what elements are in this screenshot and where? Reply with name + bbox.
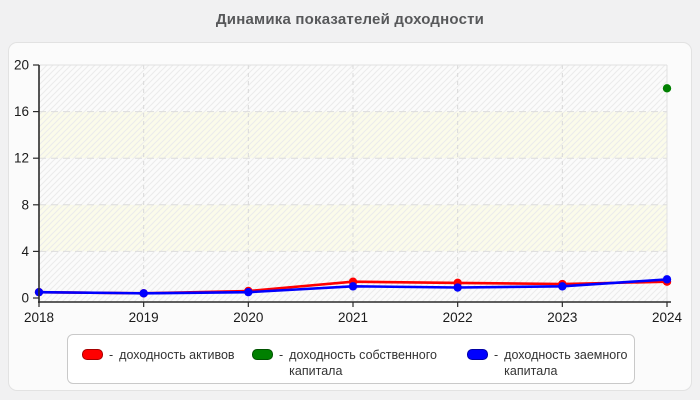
x-tick-label: 2018 <box>24 310 54 325</box>
legend-prefix: - <box>279 348 284 362</box>
series-point-2-2021 <box>348 282 358 291</box>
legend-prefix: - <box>494 348 499 362</box>
legend-item-equity: - доходность собственного капитала <box>252 347 464 379</box>
legend-label: доходность активов <box>119 348 235 362</box>
y-tick-label: 4 <box>21 244 29 259</box>
legend-prefix: - <box>109 348 114 362</box>
x-tick-label: 2023 <box>547 310 577 325</box>
chart-panel: 0 4 8 12 16 20 2018 2019 2020 2021 2022 2023 2024 - … <box>8 42 692 391</box>
series-point-2-2020 <box>244 287 253 297</box>
chart-title: Динамика показателей доходности <box>215 11 485 28</box>
y-tick-label: 12 <box>14 151 29 166</box>
chart-legend: - доходность активов - доходность собств… <box>67 334 635 384</box>
chart-canvas: 0 4 8 12 16 20 2018 2019 2020 2021 2022 2023 2024 <box>14 58 683 326</box>
legend-swatch-blue <box>467 349 488 360</box>
x-tick-label: 2022 <box>443 310 473 325</box>
x-tick-label: 2021 <box>338 310 368 325</box>
y-tick-label: 16 <box>14 104 29 119</box>
y-tick-label: 8 <box>21 197 29 212</box>
x-tick-label: 2024 <box>652 310 683 325</box>
legend-item-borrowed: - доходность заемного капитала <box>467 347 634 379</box>
x-tick-label: 2019 <box>129 310 159 325</box>
series-point-1-2024 <box>662 84 672 93</box>
legend-item-assets: - доходность активов <box>82 347 235 363</box>
x-tick-label: 2020 <box>233 310 263 325</box>
legend-label: доходность заемного капитала <box>504 348 628 378</box>
legend-swatch-red <box>82 349 103 360</box>
legend-swatch-green <box>252 349 273 360</box>
y-tick-label: 0 <box>21 291 29 306</box>
legend-label: доходность собственного капитала <box>289 348 437 378</box>
series-point-2-2023 <box>558 282 567 291</box>
y-tick-label: 20 <box>14 58 29 73</box>
series-point-2-2022 <box>453 283 462 292</box>
hatch-overlay <box>39 65 667 302</box>
series-point-2-2024 <box>662 275 672 284</box>
series-point-2-2019 <box>139 289 148 298</box>
